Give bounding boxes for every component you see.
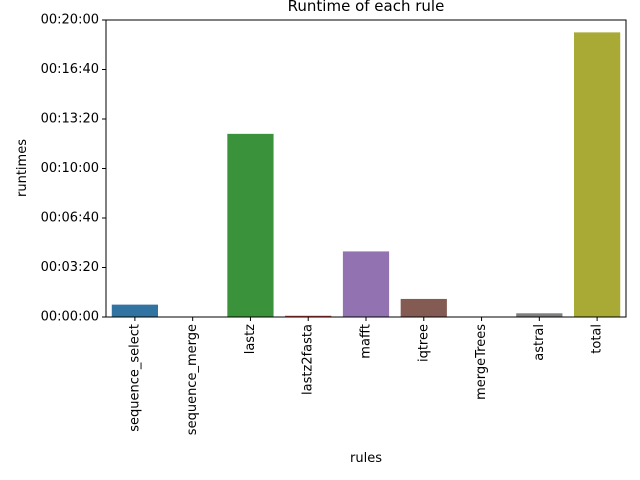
bar-iqtree <box>400 298 447 317</box>
y-tick-label: 00:06:40 <box>41 211 99 226</box>
x-tick-label-astral: astral <box>532 324 547 361</box>
bar-mafft <box>342 251 390 317</box>
x-axis: sequence_select sequence_merge lastz lastz2… <box>127 317 605 435</box>
y-tick-label: 00:13:20 <box>41 112 99 127</box>
bar-sequence_select <box>111 304 158 317</box>
chart-title: Runtime of each rule <box>288 0 445 15</box>
y-tick-label: 00:10:00 <box>41 161 99 176</box>
plot-frame <box>105 19 627 318</box>
x-tick-label-iqtree: iqtree <box>416 324 431 362</box>
bar-total <box>574 32 621 317</box>
x-tick-label-total: total <box>590 324 605 354</box>
x-tick-label-mafft: mafft <box>359 324 374 359</box>
x-tick-label-mergeTrees: mergeTrees <box>474 324 489 400</box>
x-tick-label-sequence_select: sequence_select <box>127 324 142 432</box>
y-tick-label: 00:16:40 <box>41 62 99 77</box>
bars-group <box>111 32 621 317</box>
bar-astral <box>516 313 563 317</box>
x-axis-title: rules <box>350 451 382 466</box>
x-tick-label-lastz: lastz <box>243 324 258 354</box>
y-axis: 00:00:00 00:03:20 00:06:40 00:10:00 00:13:20… <box>41 13 106 325</box>
x-tick-label-sequence_merge: sequence_merge <box>185 324 200 435</box>
y-axis-title: runtimes <box>15 139 30 197</box>
y-tick-label: 00:20:00 <box>41 13 99 28</box>
bar-lastz2fasta <box>285 315 332 317</box>
y-tick-label: 00:00:00 <box>41 310 99 325</box>
x-tick-label-lastz2fasta: lastz2fasta <box>301 324 316 395</box>
bar-lastz <box>227 133 274 317</box>
y-tick-label: 00:03:20 <box>41 260 99 275</box>
